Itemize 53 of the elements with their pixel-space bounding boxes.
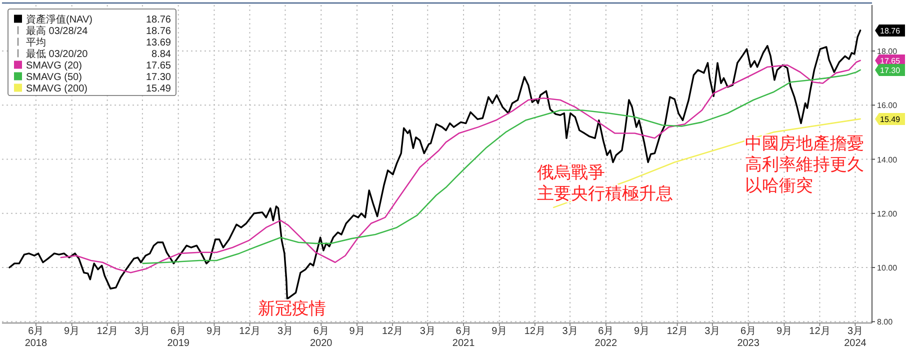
legend-label: SMAVG (20)	[26, 60, 82, 72]
y-tick-label: 10.00	[877, 264, 898, 273]
end-label: 18.76	[875, 24, 905, 36]
annotation: 17.65	[880, 56, 901, 66]
x-tick-label: 6月 2018	[24, 326, 48, 348]
x-tick-label: 6月 2020	[310, 326, 333, 348]
legend-label: 資產淨值(NAV)	[26, 13, 92, 26]
x-tick-label: 9月	[64, 326, 80, 337]
x-tick-label: 6月 2023	[737, 326, 760, 348]
text: 17.65	[146, 60, 171, 72]
y-tick-label: 8.00	[877, 318, 894, 327]
text: 18.76	[146, 14, 171, 26]
text: 15.49	[146, 83, 171, 94]
legend-label: SMAVG (200)	[26, 83, 88, 94]
text: 17.30	[146, 72, 171, 83]
annotation: 新冠疫情	[258, 299, 326, 318]
annotation: 中國房地產擔憂	[745, 134, 864, 153]
x-tick-label: 12月	[809, 326, 830, 337]
x-tick-label: 12月	[382, 326, 404, 337]
x-tick-label: 3月	[562, 326, 578, 337]
x-tick-label: 3月	[277, 326, 294, 337]
y-tick-label: 16.00	[877, 101, 898, 110]
x-tick-label: 9月	[776, 326, 792, 337]
annotation: 高利率維持更久	[745, 155, 864, 174]
annotation: 15.49	[880, 114, 901, 124]
x-tick-label: 9月	[206, 326, 222, 337]
x-tick-label: 3月	[134, 326, 150, 337]
x-tick-label: 3月	[420, 326, 436, 337]
text: 最高 03/28/24 18.76	[26, 26, 171, 37]
x-tick-label: 12月	[666, 326, 688, 337]
x-tick-label: 9月	[634, 326, 650, 337]
x-tick-label: 6月 2021	[452, 326, 476, 348]
text: 平均 13.69	[26, 37, 171, 48]
x-tick-label: 9月	[492, 326, 508, 337]
y-tick-label: 18.00	[877, 47, 898, 56]
annotation: 18.76	[880, 26, 901, 36]
x-tick-label: 9月	[349, 326, 365, 337]
end-label: 17.30	[875, 64, 905, 76]
text: 最低 03/20/20 8.84	[26, 48, 171, 60]
annotation: 以哈衝突	[745, 176, 813, 195]
legend-label: SMAVG (50)	[26, 72, 82, 83]
x-tick-label: 3月 2024	[844, 326, 867, 348]
x-tick-label: 12月	[524, 326, 546, 337]
y-tick-label: 14.00	[877, 155, 898, 164]
x-tick-label: 6月 2022	[594, 326, 618, 348]
end-label: 15.49	[875, 112, 905, 125]
annotation: 俄烏戰爭	[537, 163, 605, 182]
y-tick-label: 12.00	[877, 209, 898, 218]
x-tick-label: 6月 2019	[167, 326, 190, 348]
x-tick-label: 3月	[704, 326, 720, 337]
x-tick-label: 12月	[96, 326, 118, 337]
x-tick-label: 12月	[239, 326, 260, 337]
annotation: 17.30	[880, 66, 901, 75]
